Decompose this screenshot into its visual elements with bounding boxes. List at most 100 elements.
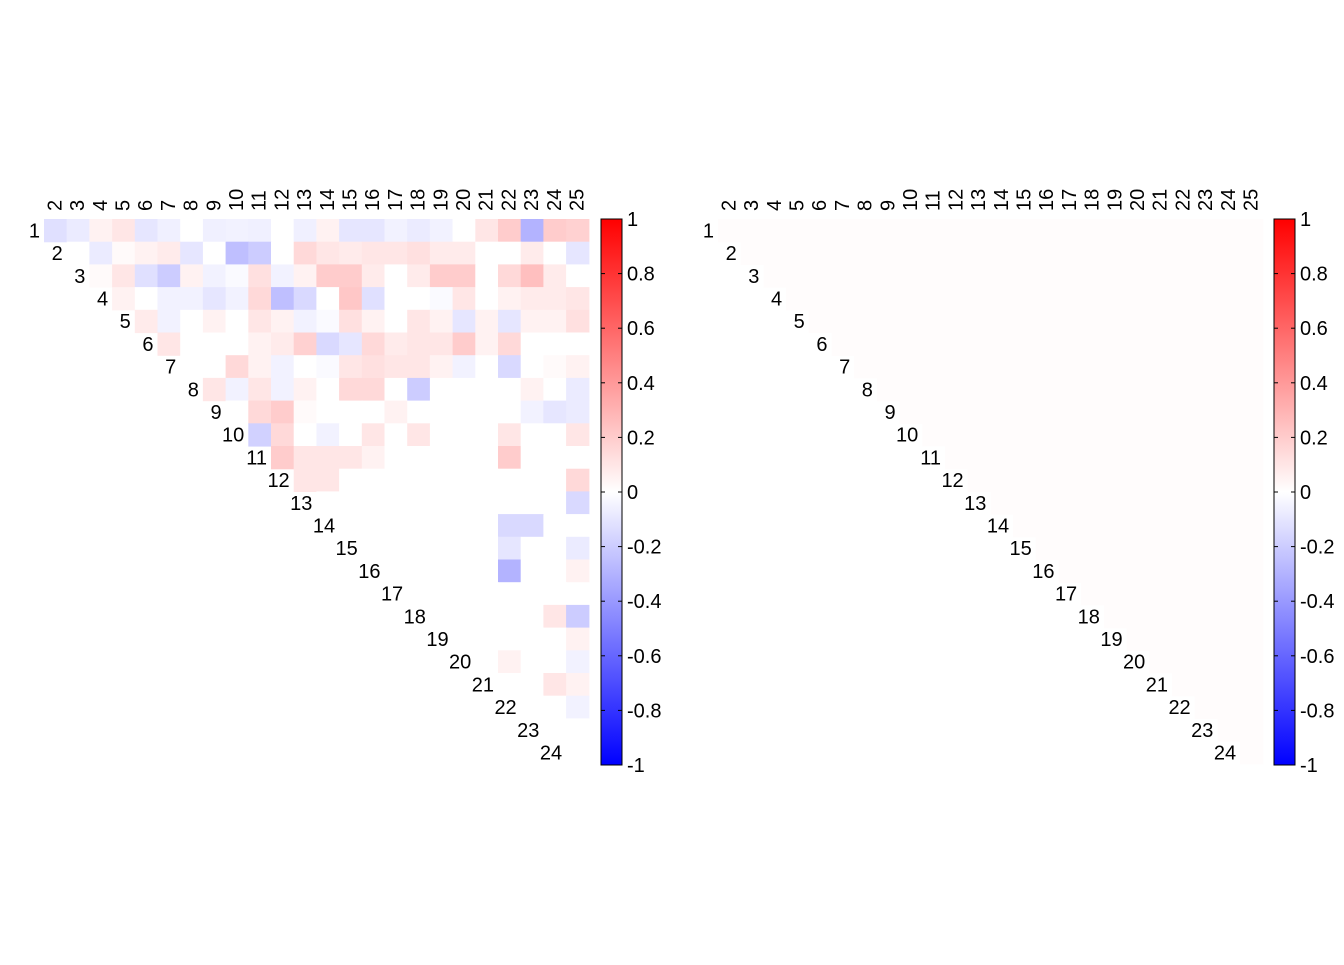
heatmap-cell [967,377,991,402]
column-label: 16 [1036,189,1058,211]
heatmap-cell [339,355,363,379]
heatmap-cell [1240,582,1264,606]
heatmap-cell [1035,514,1060,538]
heatmap-cell [202,287,227,311]
column-label: 5 [112,200,134,211]
heatmap-cell [543,695,567,719]
heatmap-cell [1194,400,1218,424]
row-label: 14 [987,515,1009,537]
heatmap-cell [718,219,742,243]
heatmap-cell [831,264,855,288]
heatmap-cell [1217,355,1241,379]
heatmap-cell [429,559,454,583]
heatmap-cell [361,377,386,402]
column-label: 18 [408,189,430,211]
heatmap-cell [1194,695,1218,719]
heatmap-cell [566,604,590,629]
heatmap-cell [899,332,923,356]
heatmap-cell [566,287,590,311]
heatmap-cell [520,627,544,651]
heatmap-cell [1103,536,1128,561]
heatmap-cell [339,377,363,402]
column-label: 15 [1013,189,1035,211]
heatmap-cell [1058,241,1082,265]
heatmap-cell [543,627,567,651]
heatmap-cell [1194,559,1218,583]
heatmap-cell [1149,536,1173,561]
heatmap-cell [498,650,522,674]
heatmap-cell [876,264,901,288]
heatmap-cell [1149,468,1173,492]
heatmap-cell [1013,491,1037,515]
heatmap-cell [1081,377,1105,402]
colorbar-tick-label: -1 [627,755,645,777]
row-label: 4 [771,288,782,310]
heatmap-cell [316,241,340,265]
heatmap-cell [112,219,136,243]
heatmap-cell [1240,309,1264,334]
heatmap-cell [407,219,431,243]
heatmap-cell [1035,355,1060,379]
heatmap-cell [566,491,590,515]
heatmap-cell [876,241,901,265]
colorbar-tick-label: -0.4 [627,591,661,613]
heatmap-panel-1: 2 3 4 5 6 7 8 9 10 11 12 13 14 15 16 17 18 19 20 21 22 23 24 25… [29,189,662,777]
column-label: 22 [498,189,520,211]
heatmap-cell [543,355,567,379]
heatmap-cell [854,219,878,243]
heatmap-cell [1013,241,1037,265]
heatmap-cell [1217,468,1241,492]
heatmap-cell [990,241,1014,265]
heatmap-cell [475,264,499,288]
column-label: 23 [521,189,543,211]
heatmap-cell [475,650,499,674]
heatmap-cell [1058,264,1082,288]
heatmap-cell [543,309,567,334]
heatmap-cell [543,536,567,561]
heatmap-cell [1194,468,1218,492]
heatmap-cell [498,287,522,311]
column-label: 6 [809,200,831,211]
heatmap-cell [452,377,476,402]
heatmap-cell [202,241,227,265]
colorbar-tick-label: 0.6 [1300,318,1328,340]
heatmap-cell [786,264,810,288]
heatmap-cell [271,355,295,379]
heatmap-cell [1194,287,1218,311]
heatmap-cell [1217,264,1241,288]
heatmap-cell [407,582,431,606]
heatmap-cell [361,264,386,288]
heatmap-cell [384,219,408,243]
heatmap-cell [475,446,499,470]
heatmap-cell [498,582,522,606]
heatmap-cell [1240,332,1264,356]
heatmap-cell [429,241,454,265]
heatmap-cell [157,309,181,334]
heatmap-cell [66,241,90,265]
heatmap-cell [475,468,499,492]
heatmap-cell [922,309,946,334]
heatmap-cell [157,219,181,243]
heatmap-cell [1081,491,1105,515]
colorbar-tick-label: -0.4 [1300,591,1334,613]
heatmap-cell [361,423,386,447]
heatmap-cell [475,423,499,447]
heatmap-cell [293,423,317,447]
heatmap-cell [1172,650,1196,674]
heatmap-cell [1149,627,1173,651]
heatmap-cell [452,446,476,470]
heatmap-cell [1217,332,1241,356]
column-label: 17 [1059,189,1081,211]
heatmap-cell [1172,355,1196,379]
heatmap-cell [1013,377,1037,402]
heatmap-cell [112,287,136,311]
heatmap-cell [225,264,249,288]
heatmap-cell [498,627,522,651]
heatmap-cell [1058,355,1082,379]
heatmap-cell [1081,582,1105,606]
column-label: 12 [945,189,967,211]
heatmap-cell [225,400,249,424]
heatmap-cell [1149,355,1173,379]
heatmap-cell [566,627,590,651]
heatmap-cell [1240,559,1264,583]
